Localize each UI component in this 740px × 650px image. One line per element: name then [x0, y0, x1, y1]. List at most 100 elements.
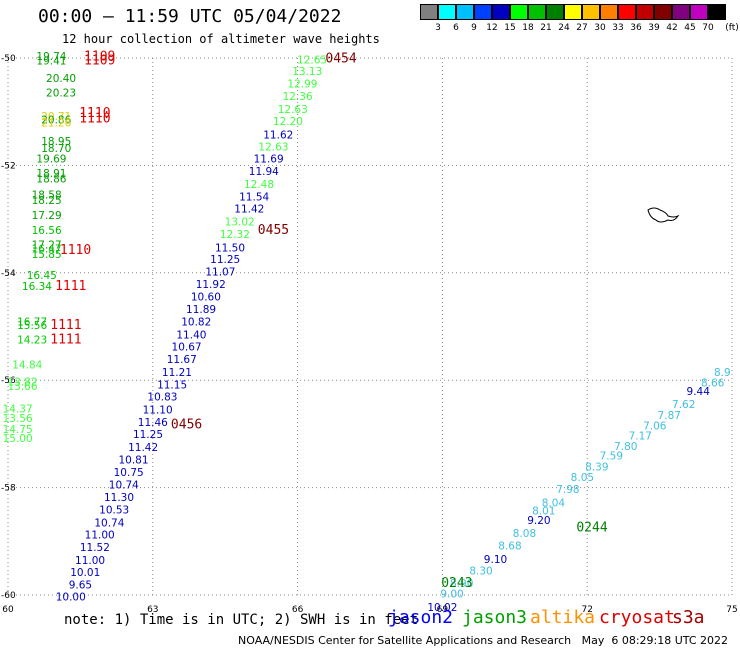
wave-height-label: 11.69 [254, 154, 284, 166]
x-tick-label: 66 [292, 605, 304, 615]
legend-swatch [564, 4, 582, 20]
pass-time-label: 0244 [576, 521, 607, 536]
y-tick-label: -54 [1, 269, 16, 279]
wave-height-label: 7.59 [600, 451, 623, 463]
wave-height-label: 11.62 [263, 130, 293, 142]
footer-note: note: 1) Time is in UTC; 2) SWH is in fe… [64, 612, 419, 628]
pass-time-label: 1111 [50, 318, 81, 333]
legend-tick-label: 15 [504, 23, 516, 33]
wave-height-label: 14.37 [3, 403, 33, 415]
wave-height-label: 8.68 [498, 540, 521, 552]
wave-height-label: 12.36 [283, 91, 313, 103]
satellite-label: cryosat [599, 607, 675, 628]
wave-height-label: 13.82 [7, 377, 37, 389]
wave-height-label: 10.01 [70, 567, 100, 579]
pass-time-label: 1110 [79, 106, 110, 121]
x-tick-label: 60 [2, 605, 14, 615]
legend-tick-label: 6 [453, 23, 459, 33]
wave-height-label: 14.84 [12, 359, 42, 371]
pass-time-label: 0456 [171, 418, 202, 433]
wave-height-label: 7.17 [629, 430, 652, 442]
wave-height-label: 8.01 [532, 505, 555, 517]
wave-height-label: 21.26 [41, 118, 71, 130]
legend-tick-label: 9 [471, 23, 477, 33]
wave-height-label: 13.56 [3, 413, 33, 425]
satellite-label: jason3 [462, 607, 528, 628]
legend-tick-label: 45 [684, 23, 696, 33]
legend-tick-label: 24 [558, 23, 570, 33]
pass-time-label: 1110 [60, 243, 91, 258]
wave-height-label: 11.46 [138, 417, 168, 429]
wave-height-label: 7.80 [614, 441, 637, 453]
wave-height-label: 16.47 [32, 243, 62, 255]
legend-swatch [708, 4, 726, 20]
wave-height-label: 15.85 [32, 249, 62, 261]
wave-height-label: 10.82 [181, 316, 211, 328]
wave-height-label: 16.34 [22, 281, 52, 293]
legend-tick-label: 12 [486, 23, 498, 33]
wave-height-label: 12.20 [273, 116, 303, 128]
legend-swatch [582, 4, 600, 20]
wave-height-label: 11.94 [249, 166, 279, 178]
wave-height-label: 19.69 [36, 154, 66, 166]
pass-time-label: 1109 [84, 53, 115, 68]
footer-credit: NOAA/NESDIS Center for Satellite Applica… [238, 634, 729, 647]
wave-height-label: 9.20 [527, 515, 550, 527]
x-tick-label: 63 [147, 605, 158, 615]
y-tick-label: -56 [1, 376, 16, 386]
legend-tick-label: 27 [576, 23, 588, 33]
legend-swatch [456, 4, 474, 20]
wave-height-label: 9.10 [484, 554, 507, 566]
legend-swatch [600, 4, 618, 20]
pass-time-label: 0243 [441, 576, 472, 591]
wave-height-label: 14.75 [3, 424, 33, 436]
wave-height-label: 10.75 [114, 467, 144, 479]
pass-time-label: 1111 [50, 333, 81, 348]
pass-time-label: 1110 [79, 111, 110, 126]
wave-height-label: 18.70 [41, 143, 71, 155]
wave-height-label: 8.05 [571, 472, 594, 484]
wave-height-label: 11.89 [186, 304, 216, 316]
wave-height-label: 7.98 [556, 484, 579, 496]
pass-time-label: 0454 [325, 51, 356, 66]
legend-swatch [474, 4, 492, 20]
wave-height-label: 7.06 [643, 421, 667, 433]
legend-swatch [528, 4, 546, 20]
wave-height-label: 12.65 [297, 54, 327, 66]
wave-height-label: 10.83 [147, 392, 177, 404]
legend-tick-label: 30 [594, 23, 606, 33]
wave-height-label: 7.87 [658, 410, 681, 422]
y-tick-label: -52 [1, 161, 16, 171]
y-tick-label: -58 [1, 484, 16, 494]
wave-height-label: 8.90 [450, 578, 473, 590]
wave-height-label: 7.62 [672, 399, 695, 411]
wave-height-label: 11.21 [162, 367, 192, 379]
wave-height-label: 10.60 [191, 292, 221, 304]
wave-height-label: 8.9 [714, 367, 731, 379]
wave-height-label: 18.58 [32, 190, 62, 202]
legend-swatch [654, 4, 672, 20]
island-outline [647, 207, 680, 223]
wave-height-label: 11.92 [196, 279, 226, 291]
legend-swatch [492, 4, 510, 20]
wave-height-label: 10.81 [118, 454, 148, 466]
wave-height-label: 20.86 [41, 115, 71, 127]
wave-height-label: 15.00 [3, 433, 33, 445]
satellite-label: altika [530, 607, 596, 628]
legend-tick-label: 42 [666, 23, 678, 33]
wave-height-label: 18.91 [36, 168, 66, 180]
x-tick-label: 75 [726, 605, 737, 615]
wave-height-label: 12.99 [287, 79, 317, 91]
wave-height-label: 18.95 [41, 136, 71, 148]
wave-height-label: 10.67 [172, 342, 202, 354]
wave-height-label: 13.02 [225, 217, 255, 229]
satellite-label: s3a [672, 607, 705, 628]
wave-height-label: 16.45 [27, 270, 57, 282]
wave-height-label: 11.00 [75, 555, 105, 567]
wave-height-label: 11.42 [234, 204, 264, 216]
legend-tick-label: 33 [612, 23, 624, 33]
legend-tick-label: 36 [630, 23, 642, 33]
wave-height-label: 20.71 [41, 111, 71, 123]
